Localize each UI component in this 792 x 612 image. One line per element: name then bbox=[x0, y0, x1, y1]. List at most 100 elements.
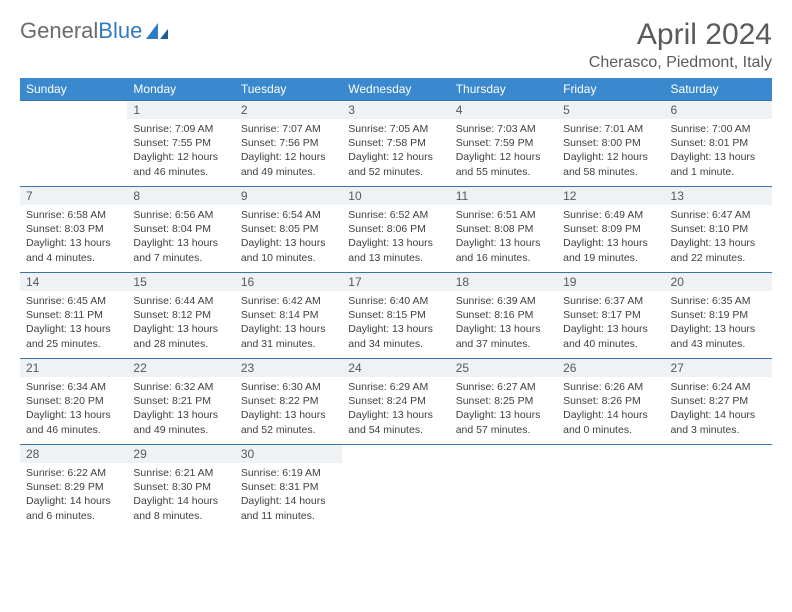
day-daylight2: and 43 minutes. bbox=[671, 337, 766, 351]
day-cell: 9Sunrise: 6:54 AMSunset: 8:05 PMDaylight… bbox=[235, 187, 342, 273]
day-cell: 27Sunrise: 6:24 AMSunset: 8:27 PMDayligh… bbox=[665, 359, 772, 445]
day-cell bbox=[20, 101, 127, 187]
day-cell: 18Sunrise: 6:39 AMSunset: 8:16 PMDayligh… bbox=[450, 273, 557, 359]
month-title: April 2024 bbox=[589, 18, 772, 52]
day-number: 26 bbox=[557, 359, 664, 377]
day-sunset: Sunset: 8:26 PM bbox=[563, 394, 658, 408]
logo-sail-icon bbox=[144, 21, 170, 41]
day-sunrise: Sunrise: 6:40 AM bbox=[348, 294, 443, 308]
day-daylight1: Daylight: 13 hours bbox=[241, 408, 336, 422]
day-daylight1: Daylight: 13 hours bbox=[133, 408, 228, 422]
day-daylight2: and 8 minutes. bbox=[133, 509, 228, 523]
day-number: 21 bbox=[20, 359, 127, 377]
day-sunset: Sunset: 8:08 PM bbox=[456, 222, 551, 236]
day-daylight1: Daylight: 13 hours bbox=[671, 236, 766, 250]
day-daylight1: Daylight: 13 hours bbox=[26, 322, 121, 336]
day-data: Sunrise: 6:42 AMSunset: 8:14 PMDaylight:… bbox=[235, 291, 342, 355]
day-data: Sunrise: 6:19 AMSunset: 8:31 PMDaylight:… bbox=[235, 463, 342, 527]
day-cell: 29Sunrise: 6:21 AMSunset: 8:30 PMDayligh… bbox=[127, 445, 234, 531]
day-sunset: Sunset: 8:19 PM bbox=[671, 308, 766, 322]
day-sunset: Sunset: 8:14 PM bbox=[241, 308, 336, 322]
day-daylight1: Daylight: 14 hours bbox=[241, 494, 336, 508]
day-data: Sunrise: 6:35 AMSunset: 8:19 PMDaylight:… bbox=[665, 291, 772, 355]
week-row: 14Sunrise: 6:45 AMSunset: 8:11 PMDayligh… bbox=[20, 273, 772, 359]
day-number bbox=[450, 445, 557, 449]
day-header: Monday bbox=[127, 78, 234, 101]
day-cell: 30Sunrise: 6:19 AMSunset: 8:31 PMDayligh… bbox=[235, 445, 342, 531]
day-daylight1: Daylight: 13 hours bbox=[26, 408, 121, 422]
day-data: Sunrise: 6:52 AMSunset: 8:06 PMDaylight:… bbox=[342, 205, 449, 269]
day-daylight2: and 10 minutes. bbox=[241, 251, 336, 265]
day-number: 23 bbox=[235, 359, 342, 377]
day-daylight1: Daylight: 13 hours bbox=[241, 322, 336, 336]
day-daylight2: and 31 minutes. bbox=[241, 337, 336, 351]
day-sunset: Sunset: 7:55 PM bbox=[133, 136, 228, 150]
day-header: Thursday bbox=[450, 78, 557, 101]
day-sunrise: Sunrise: 6:58 AM bbox=[26, 208, 121, 222]
day-cell: 13Sunrise: 6:47 AMSunset: 8:10 PMDayligh… bbox=[665, 187, 772, 273]
day-sunrise: Sunrise: 6:22 AM bbox=[26, 466, 121, 480]
day-sunrise: Sunrise: 6:42 AM bbox=[241, 294, 336, 308]
day-daylight1: Daylight: 12 hours bbox=[241, 150, 336, 164]
day-daylight1: Daylight: 14 hours bbox=[563, 408, 658, 422]
day-data: Sunrise: 6:56 AMSunset: 8:04 PMDaylight:… bbox=[127, 205, 234, 269]
day-data: Sunrise: 6:29 AMSunset: 8:24 PMDaylight:… bbox=[342, 377, 449, 441]
day-sunrise: Sunrise: 6:19 AM bbox=[241, 466, 336, 480]
day-daylight2: and 13 minutes. bbox=[348, 251, 443, 265]
day-daylight2: and 49 minutes. bbox=[133, 423, 228, 437]
calendar-document: GeneralBlue April 2024 Cherasco, Piedmon… bbox=[0, 0, 792, 549]
day-daylight2: and 28 minutes. bbox=[133, 337, 228, 351]
day-daylight2: and 52 minutes. bbox=[241, 423, 336, 437]
day-daylight2: and 49 minutes. bbox=[241, 165, 336, 179]
day-sunrise: Sunrise: 7:09 AM bbox=[133, 122, 228, 136]
day-sunset: Sunset: 8:12 PM bbox=[133, 308, 228, 322]
day-cell: 3Sunrise: 7:05 AMSunset: 7:58 PMDaylight… bbox=[342, 101, 449, 187]
day-data: Sunrise: 6:30 AMSunset: 8:22 PMDaylight:… bbox=[235, 377, 342, 441]
day-cell: 24Sunrise: 6:29 AMSunset: 8:24 PMDayligh… bbox=[342, 359, 449, 445]
day-cell: 28Sunrise: 6:22 AMSunset: 8:29 PMDayligh… bbox=[20, 445, 127, 531]
day-sunrise: Sunrise: 7:07 AM bbox=[241, 122, 336, 136]
day-data: Sunrise: 6:54 AMSunset: 8:05 PMDaylight:… bbox=[235, 205, 342, 269]
day-sunrise: Sunrise: 6:32 AM bbox=[133, 380, 228, 394]
day-number: 3 bbox=[342, 101, 449, 119]
day-number: 8 bbox=[127, 187, 234, 205]
day-data: Sunrise: 6:37 AMSunset: 8:17 PMDaylight:… bbox=[557, 291, 664, 355]
location: Cherasco, Piedmont, Italy bbox=[589, 54, 772, 72]
day-daylight1: Daylight: 13 hours bbox=[671, 322, 766, 336]
day-sunrise: Sunrise: 6:56 AM bbox=[133, 208, 228, 222]
day-cell bbox=[342, 445, 449, 531]
day-sunset: Sunset: 8:00 PM bbox=[563, 136, 658, 150]
day-sunrise: Sunrise: 6:34 AM bbox=[26, 380, 121, 394]
day-cell bbox=[450, 445, 557, 531]
day-number: 18 bbox=[450, 273, 557, 291]
day-number: 16 bbox=[235, 273, 342, 291]
day-data: Sunrise: 7:00 AMSunset: 8:01 PMDaylight:… bbox=[665, 119, 772, 183]
day-cell: 19Sunrise: 6:37 AMSunset: 8:17 PMDayligh… bbox=[557, 273, 664, 359]
day-daylight2: and 40 minutes. bbox=[563, 337, 658, 351]
day-number bbox=[20, 101, 127, 105]
week-row: 7Sunrise: 6:58 AMSunset: 8:03 PMDaylight… bbox=[20, 187, 772, 273]
day-daylight2: and 22 minutes. bbox=[671, 251, 766, 265]
day-data: Sunrise: 6:45 AMSunset: 8:11 PMDaylight:… bbox=[20, 291, 127, 355]
day-sunrise: Sunrise: 7:05 AM bbox=[348, 122, 443, 136]
day-data: Sunrise: 7:09 AMSunset: 7:55 PMDaylight:… bbox=[127, 119, 234, 183]
day-sunrise: Sunrise: 6:24 AM bbox=[671, 380, 766, 394]
day-header: Saturday bbox=[665, 78, 772, 101]
day-header: Friday bbox=[557, 78, 664, 101]
day-number: 25 bbox=[450, 359, 557, 377]
day-sunset: Sunset: 8:16 PM bbox=[456, 308, 551, 322]
day-sunrise: Sunrise: 6:29 AM bbox=[348, 380, 443, 394]
day-sunset: Sunset: 8:06 PM bbox=[348, 222, 443, 236]
day-daylight1: Daylight: 13 hours bbox=[26, 236, 121, 250]
day-sunrise: Sunrise: 6:30 AM bbox=[241, 380, 336, 394]
day-daylight1: Daylight: 13 hours bbox=[563, 322, 658, 336]
day-daylight2: and 46 minutes. bbox=[26, 423, 121, 437]
day-number bbox=[665, 445, 772, 449]
day-daylight1: Daylight: 13 hours bbox=[456, 322, 551, 336]
day-sunset: Sunset: 8:15 PM bbox=[348, 308, 443, 322]
day-sunrise: Sunrise: 6:51 AM bbox=[456, 208, 551, 222]
day-daylight1: Daylight: 13 hours bbox=[348, 322, 443, 336]
calendar-table: Sunday Monday Tuesday Wednesday Thursday… bbox=[20, 78, 772, 531]
week-row: 28Sunrise: 6:22 AMSunset: 8:29 PMDayligh… bbox=[20, 445, 772, 531]
day-sunrise: Sunrise: 6:54 AM bbox=[241, 208, 336, 222]
